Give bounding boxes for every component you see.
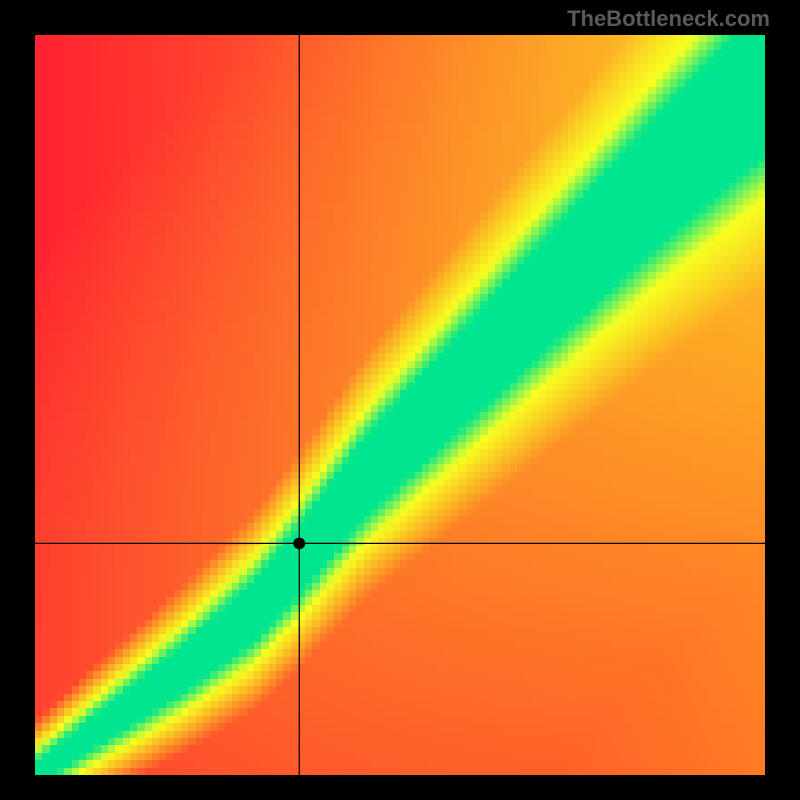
watermark-label: TheBottleneck.com [567,6,770,32]
figure-container: TheBottleneck.com [0,0,800,800]
bottleneck-heatmap [35,35,765,775]
